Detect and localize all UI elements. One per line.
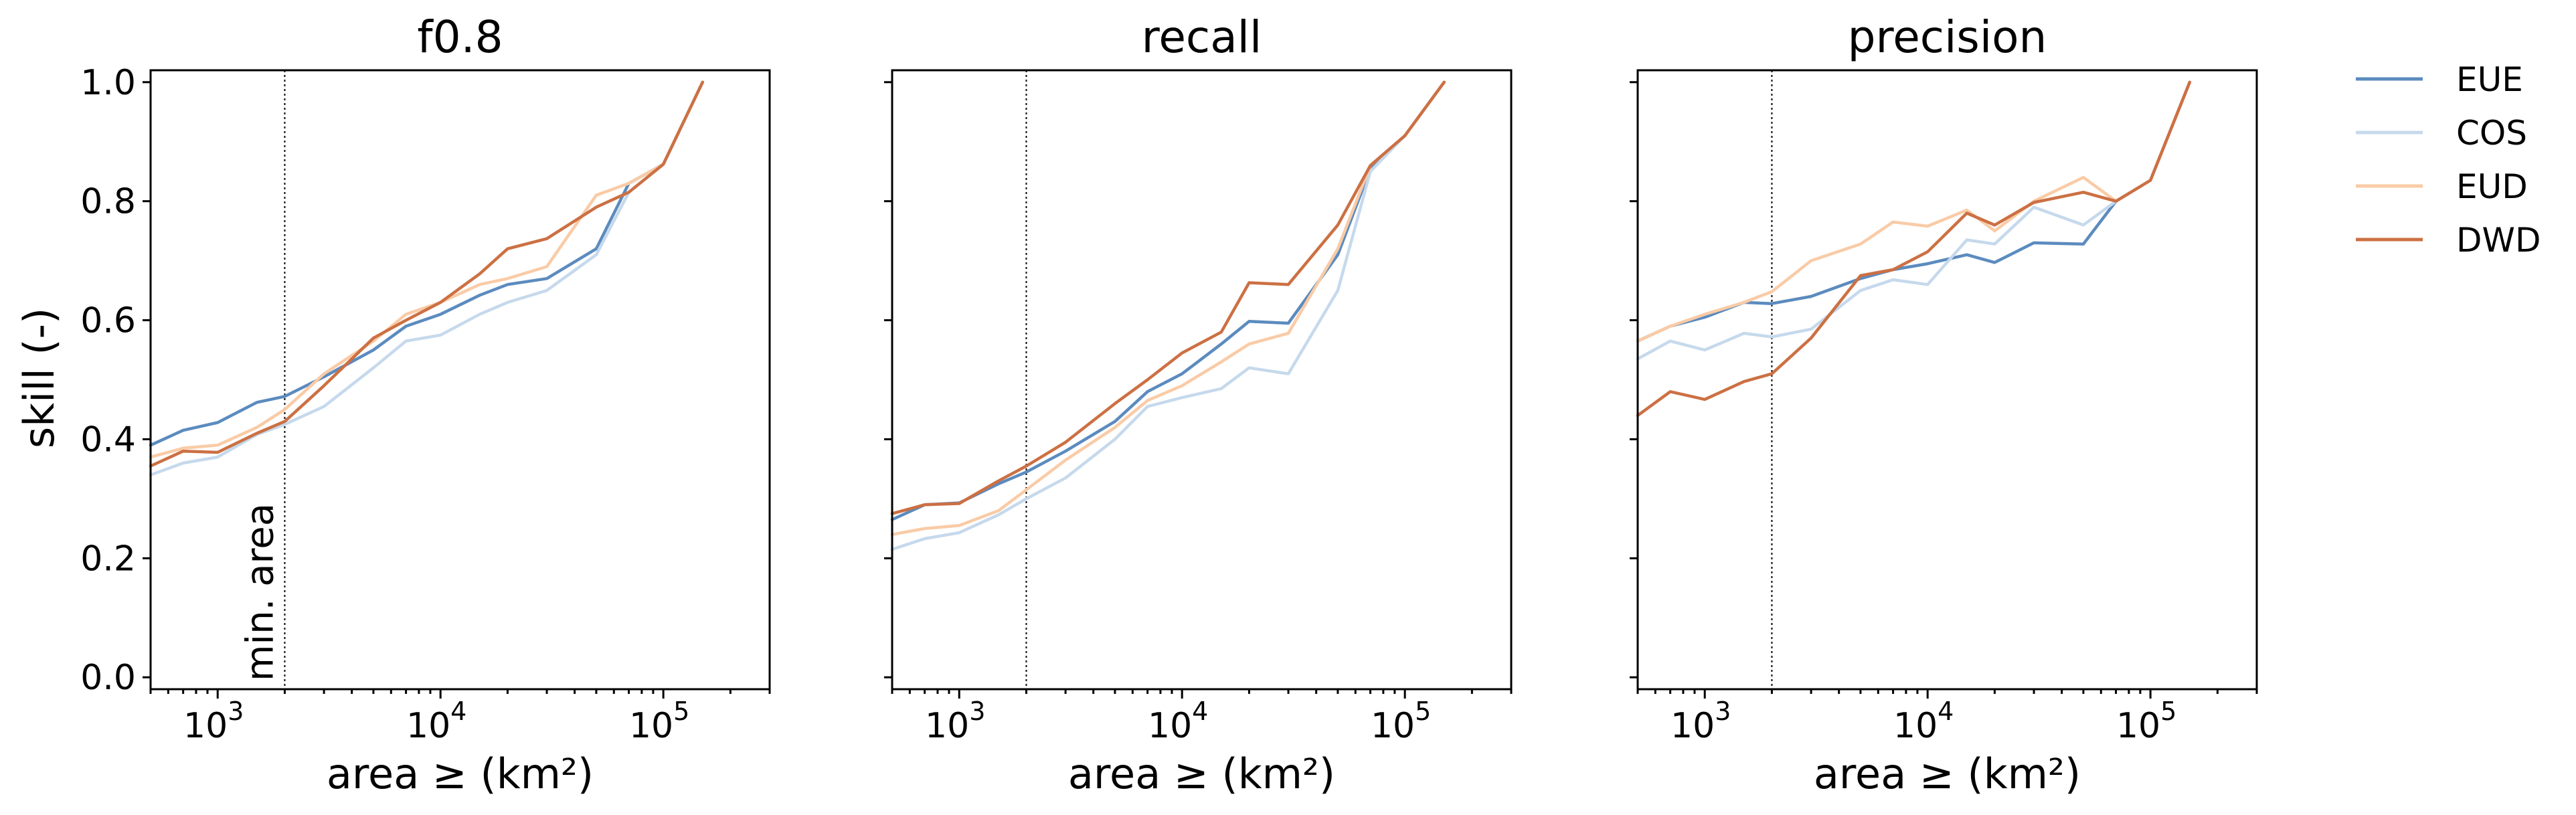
series-line-eud: [1636, 80, 2192, 343]
x-tick-exponent: 5: [1415, 697, 1431, 726]
x-tick-exponent: 3: [228, 697, 244, 726]
y-tick-label: 0.8: [80, 182, 136, 222]
y-tick-label: 1.0: [80, 63, 136, 103]
legend-item-eud: EUD: [2356, 167, 2528, 206]
legend-item-dwd: DWD: [2356, 221, 2541, 260]
legend-label: EUE: [2456, 60, 2523, 99]
x-tick-exponent: 5: [673, 697, 689, 726]
x-tick-exponent: 4: [450, 697, 466, 726]
y-tick-label: 0.4: [80, 420, 136, 460]
plot-frame: [1636, 69, 2258, 691]
legend-item-cos: COS: [2356, 114, 2527, 153]
plot-frame: [891, 69, 1513, 691]
legend-label: EUD: [2456, 167, 2528, 206]
series-line-eue: [149, 80, 705, 447]
legend-item-eue: EUE: [2356, 60, 2523, 99]
x-tick-exponent: 4: [1192, 697, 1208, 726]
panel-title: f0.8: [417, 11, 503, 63]
series-line-eud: [149, 80, 705, 459]
legend-label: COS: [2456, 114, 2527, 153]
series-line-eud: [890, 80, 1446, 537]
series-line-dwd: [149, 80, 705, 468]
y-tick-label: 0.0: [80, 658, 136, 698]
x-axis-label: area ≥ (km²): [1068, 749, 1335, 798]
y-tick-label: 0.2: [80, 539, 136, 579]
legend-label: DWD: [2456, 221, 2541, 260]
panel-title: precision: [1848, 11, 2047, 63]
x-axis-label: area ≥ (km²): [1814, 749, 2081, 798]
y-axis-label: skill (-): [15, 308, 64, 448]
x-tick-exponent: 3: [969, 697, 985, 726]
x-axis-label: area ≥ (km²): [327, 749, 594, 798]
min-area-annotation: min. area: [238, 503, 282, 681]
series-line-cos: [1636, 80, 2192, 361]
plot-frame: [149, 69, 771, 691]
legend: EUE COS EUD DWD: [2356, 60, 2541, 260]
x-tick-exponent: 3: [1715, 697, 1731, 726]
x-tick-exponent: 4: [1938, 697, 1954, 726]
series-line-cos: [149, 80, 705, 477]
series-line-cos: [890, 80, 1446, 551]
panel-title: recall: [1142, 11, 1262, 63]
series-line-dwd: [1636, 80, 2192, 418]
y-tick-label: 0.6: [80, 301, 136, 341]
series-line-dwd: [890, 80, 1446, 515]
x-tick-exponent: 5: [2160, 697, 2176, 726]
